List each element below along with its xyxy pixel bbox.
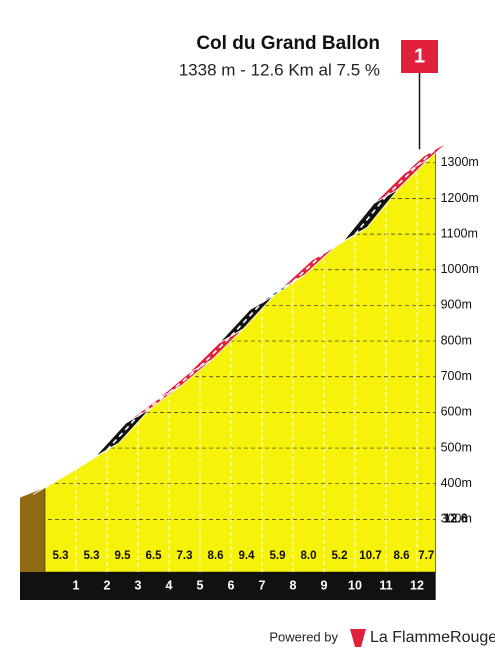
- center-dash: [199, 335, 232, 368]
- category-badge-label: 1: [414, 45, 425, 67]
- y-tick-label: 700m: [441, 369, 472, 383]
- y-tick-label: 300m: [441, 512, 472, 526]
- x-tick-label: 3: [135, 578, 142, 592]
- y-tick-label: 400m: [441, 476, 472, 490]
- category-badge: [401, 40, 438, 73]
- gradient-label: 6.5: [146, 550, 163, 562]
- brand-name: La FlammeRouge: [370, 629, 495, 646]
- center-dash: [416, 148, 437, 167]
- gradient-label: 8.0: [301, 550, 317, 562]
- center-dash: [385, 165, 418, 197]
- center-dash: [137, 392, 170, 417]
- powered-by: Powered by: [269, 629, 338, 644]
- gradient-label: 7.3: [177, 550, 193, 562]
- x-tick-label: 6: [228, 578, 235, 592]
- center-dash: [354, 195, 387, 235]
- y-tick-label: 500m: [441, 440, 472, 454]
- gradient-label: 8.6: [394, 550, 410, 562]
- y-tick-label: 900m: [441, 298, 472, 312]
- x-tick-label: 1: [73, 578, 80, 592]
- x-tick-label: 2: [104, 578, 111, 592]
- gradient-label: 7.7: [418, 550, 434, 562]
- gradient-label: 5.3: [84, 550, 100, 562]
- y-tick-label: 1300m: [441, 155, 479, 169]
- x-tick-label: 5: [197, 578, 204, 592]
- y-tick-label: 1000m: [441, 262, 479, 276]
- center-dash: [106, 415, 139, 451]
- center-dash: [230, 302, 263, 337]
- y-tick-label: 1100m: [441, 226, 478, 240]
- gradient-label: 5.2: [332, 550, 348, 562]
- gradient-label: 9.5: [115, 550, 132, 562]
- chart-subtitle: 1338 m - 12.6 Km al 7.5 %: [179, 60, 380, 79]
- chart-title: Col du Grand Ballon: [196, 33, 380, 54]
- gradient-label: 8.6: [208, 550, 224, 562]
- side-face: [20, 487, 45, 600]
- y-tick-label: 600m: [441, 405, 472, 419]
- gradient-label: 10.7: [359, 550, 381, 562]
- x-tick-label: 11: [379, 578, 392, 592]
- x-tick-label: 12: [410, 578, 424, 592]
- x-tick-label: 4: [166, 578, 173, 592]
- gradient-label: 9.4: [239, 550, 256, 562]
- x-tick-label: 12.6: [443, 511, 467, 525]
- gradient-label: 5.9: [270, 550, 286, 562]
- center-dash: [292, 252, 325, 283]
- x-tick-label: 9: [321, 578, 328, 592]
- y-tick-label: 1200m: [441, 191, 479, 205]
- x-tick-label: 10: [348, 578, 362, 592]
- km-strip-front: [20, 572, 436, 600]
- brand-logo: [350, 629, 366, 647]
- plot: 300m400m500m600m700m800m900m1000m1100m12…: [20, 73, 479, 600]
- y-tick-label: 800m: [441, 333, 472, 347]
- center-dash: [261, 280, 294, 304]
- center-dash: [168, 366, 201, 394]
- gradient-label: 5.3: [53, 550, 69, 562]
- x-tick-label: 8: [290, 578, 297, 592]
- x-tick-label: 7: [259, 578, 266, 592]
